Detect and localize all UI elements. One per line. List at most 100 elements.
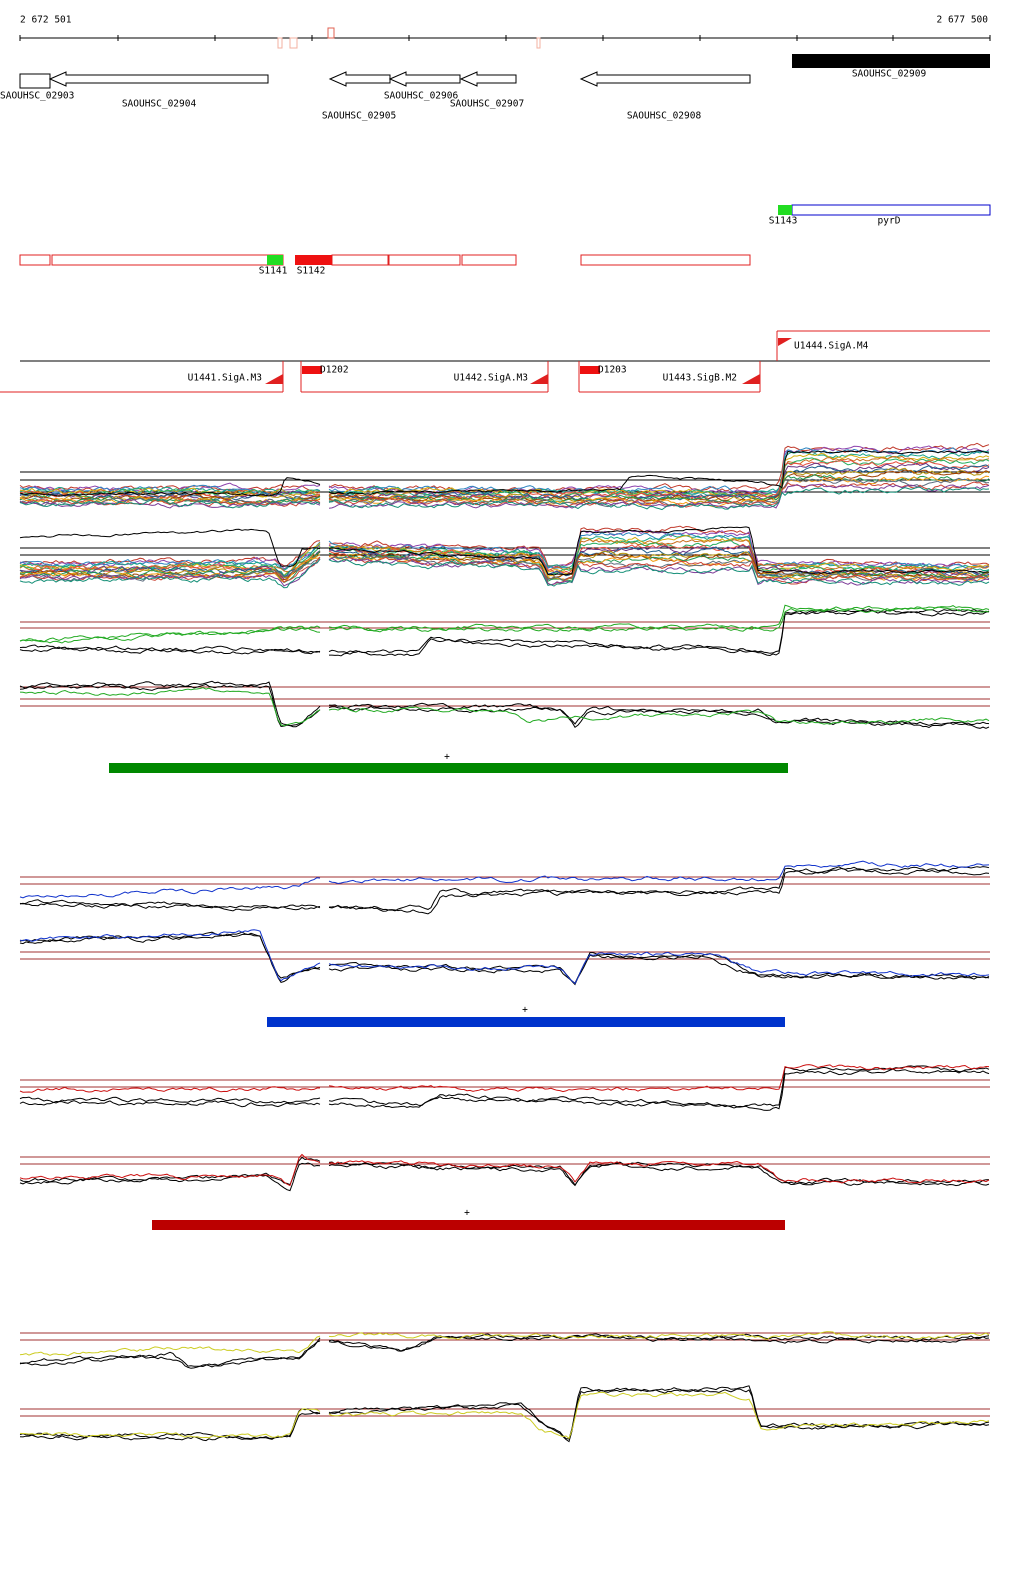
- expression-trace: [19, 683, 321, 728]
- expression-trace: [19, 1100, 321, 1108]
- expression-trace: [328, 1388, 990, 1443]
- expression-trace: [328, 1160, 990, 1184]
- feature: [778, 205, 792, 215]
- expression-trace: [328, 702, 990, 726]
- segment-bar: [152, 1220, 785, 1230]
- segment-label: +: [444, 752, 450, 763]
- expression-trace: [19, 498, 321, 509]
- expression-trace: [19, 933, 321, 983]
- expression-trace: [19, 557, 321, 583]
- expression-trace: [19, 558, 321, 587]
- expression-trace: [328, 449, 990, 495]
- gene-arrow: [388, 71, 461, 87]
- ruler-mark: [536, 37, 541, 49]
- gene-label: SAOUHSC_02908: [627, 111, 702, 122]
- gene-label: SAOUHSC_02904: [122, 99, 197, 110]
- promoter-flag: [530, 374, 548, 384]
- expression-trace: [328, 481, 990, 508]
- expression-trace: [328, 1064, 990, 1093]
- expression-trace: [19, 687, 321, 727]
- expression-trace: [19, 1408, 321, 1439]
- expression-trace: [328, 860, 990, 885]
- expression-trace: [19, 929, 321, 982]
- feature-label: S1142: [297, 266, 326, 277]
- expression-trace: [328, 526, 990, 576]
- expression-trace: [328, 1162, 990, 1187]
- expression-trace: [19, 1086, 320, 1093]
- expression-trace: [19, 627, 321, 644]
- segment-bar: [267, 1017, 785, 1027]
- feature: [51, 254, 284, 266]
- expression-trace: [19, 1340, 321, 1369]
- expression-trace: [19, 541, 321, 571]
- expression-trace: [328, 706, 990, 725]
- expression-trace: [328, 951, 990, 985]
- expression-trace: [19, 1408, 321, 1440]
- promoter-flag: [742, 374, 760, 384]
- expression-trace: [328, 1068, 990, 1111]
- expression-trace: [19, 557, 321, 582]
- expression-trace: [19, 550, 321, 584]
- expression-trace: [19, 1411, 321, 1442]
- gene-box: [19, 73, 51, 89]
- expression-trace: [19, 646, 321, 655]
- gene-label: SAOUHSC_02907: [450, 99, 524, 110]
- expression-trace: [19, 1096, 321, 1104]
- gene-label: SAOUHSC_02905: [322, 111, 396, 122]
- expression-trace: [328, 867, 990, 915]
- expression-trace: [328, 952, 990, 984]
- expression-trace: [328, 543, 990, 579]
- gene-label: SAOUHSC_02909: [852, 69, 927, 80]
- expression-trace: [328, 866, 990, 912]
- feature: [461, 254, 517, 266]
- expression-trace: [19, 680, 321, 727]
- gene-arrow: [579, 71, 751, 87]
- expression-trace: [328, 550, 990, 580]
- feature: [267, 255, 283, 265]
- expression-trace: [328, 452, 990, 498]
- expression-trace: [328, 457, 990, 500]
- ruler-mark: [327, 27, 335, 39]
- expression-trace: [328, 606, 990, 633]
- segment-label: +: [464, 1208, 470, 1219]
- gene-arrow: [328, 71, 391, 87]
- expression-trace: [19, 877, 321, 899]
- expression-trace: [19, 486, 321, 496]
- ruler-mark: [277, 37, 283, 49]
- gene-label: SAOUHSC_02903: [0, 91, 74, 102]
- terminator: [302, 366, 322, 374]
- expression-trace: [19, 558, 321, 589]
- expression-trace: [328, 1331, 990, 1341]
- expression-trace: [328, 469, 990, 505]
- ruler-label: 2 677 500: [937, 15, 989, 26]
- expression-trace: [328, 553, 990, 586]
- expression-trace: [19, 528, 321, 567]
- expression-trace: [328, 557, 990, 586]
- gene-label: SAOUHSC_02906: [384, 91, 459, 102]
- expression-trace: [19, 477, 321, 497]
- terminator-label: D1202: [320, 365, 349, 376]
- expression-trace: [328, 604, 990, 632]
- feature: [19, 254, 51, 266]
- promoter-label: U1441.SigA.M3: [188, 373, 262, 384]
- feature: [331, 254, 389, 266]
- expression-trace: [19, 1153, 321, 1187]
- gene-arrow: [459, 71, 517, 87]
- feature: [580, 254, 751, 266]
- feature: [295, 255, 332, 265]
- expression-trace: [328, 529, 990, 570]
- expression-trace: [328, 1385, 990, 1440]
- expression-trace: [328, 486, 990, 511]
- promoter-flag: [265, 374, 283, 384]
- expression-trace: [328, 533, 990, 572]
- feature: [388, 254, 461, 266]
- ruler-mark: [289, 37, 298, 49]
- expression-trace: [19, 556, 321, 583]
- promoter-label: U1443.SigB.M2: [663, 373, 737, 384]
- segment-bar: [109, 763, 788, 773]
- promoter-flag: [778, 338, 792, 346]
- gene-arrow: [48, 71, 269, 87]
- terminator: [580, 366, 600, 374]
- gene-box: [792, 54, 990, 68]
